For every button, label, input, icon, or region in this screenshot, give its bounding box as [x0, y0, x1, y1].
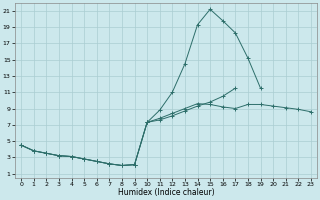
- X-axis label: Humidex (Indice chaleur): Humidex (Indice chaleur): [118, 188, 214, 197]
